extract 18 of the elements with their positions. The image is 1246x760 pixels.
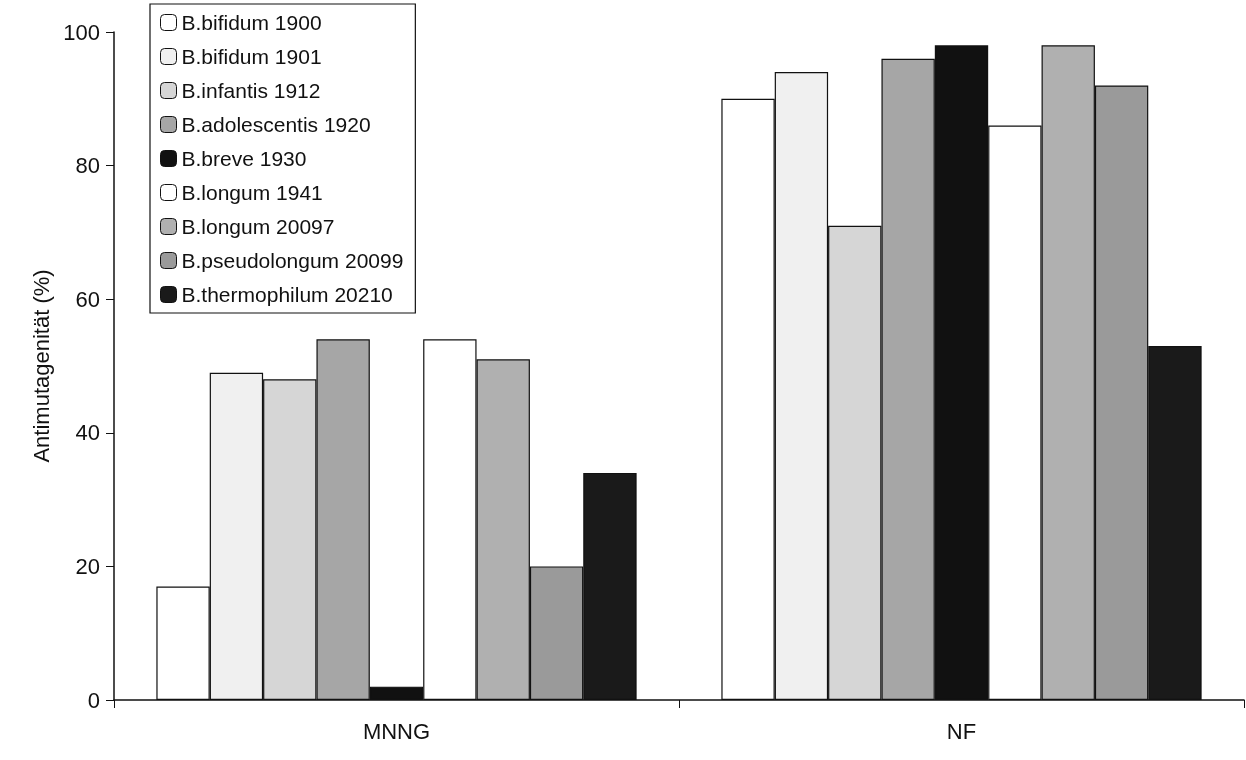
legend-label: B.breve 1930 bbox=[181, 147, 307, 170]
y-tick-label: 80 bbox=[75, 153, 100, 179]
y-tick-label: 40 bbox=[75, 420, 100, 446]
legend-label: B.adolescentis 1920 bbox=[181, 113, 371, 136]
y-tick-label: 0 bbox=[87, 687, 100, 713]
legend-label: B.thermophilum 20210 bbox=[181, 283, 393, 306]
x-tick-label: MNNG bbox=[362, 718, 431, 744]
y-axis-title: Antimutagenität (%) bbox=[28, 269, 54, 463]
legend-label: B.bifidum 1901 bbox=[181, 45, 322, 68]
y-tick-label: 20 bbox=[75, 553, 100, 579]
legend-label: B.bifidum 1900 bbox=[181, 11, 322, 34]
legend-label: B.longum 20097 bbox=[181, 215, 335, 238]
legend-label: B.infantis 1912 bbox=[181, 79, 321, 102]
y-tick-label: 60 bbox=[75, 286, 100, 312]
x-tick-label: NF bbox=[946, 718, 977, 744]
legend-label: B.longum 1941 bbox=[181, 181, 323, 204]
y-tick-label: 100 bbox=[63, 19, 100, 45]
legend-label: B.pseudolongum 20099 bbox=[181, 249, 404, 272]
